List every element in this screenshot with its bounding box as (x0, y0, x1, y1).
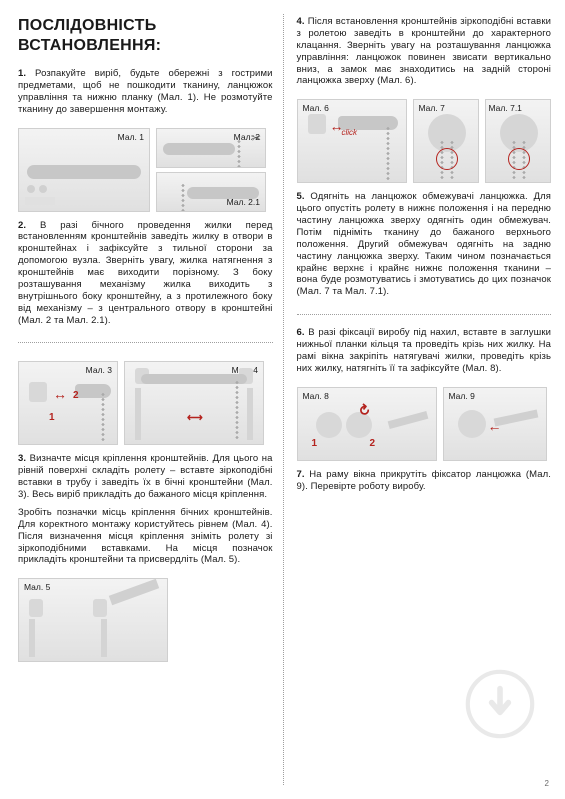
page-title: ПОСЛІДОВНІСТЬ ВСТАНОВЛЕННЯ: (18, 16, 273, 56)
step-6-text: 6. В разі фіксації виробу під нахил, вст… (297, 327, 552, 375)
figure-2: Мал. 2 ✂ (156, 128, 266, 168)
figure-2-1: Мал. 2.1 (156, 172, 266, 212)
fig-row-1: Мал. 1 Мал. 2 ✂ Мал. 2.1 (18, 128, 273, 212)
fig-label: Мал. 7 (419, 103, 445, 114)
figure-5: Мал. 5 (18, 578, 168, 662)
fig-label: Мал. 9 (449, 391, 475, 402)
step-5-text: 5. Одягніть на ланцюжок обмежувачі ланцю… (297, 191, 552, 298)
step-1-text: 1. Розпакуйте виріб, будьте обережні з г… (18, 68, 273, 116)
figure-6: Мал. 6 click ↔ (297, 99, 407, 183)
step-3a-text: 3. Визначте місця кріплення кронштейнів.… (18, 453, 273, 501)
fig-label: Мал. 6 (303, 103, 329, 114)
fig-label: Мал. 1 (118, 132, 144, 143)
horizontal-divider (18, 342, 273, 343)
figure-9: Мал. 9 ← (443, 387, 547, 461)
fig-row-2: Мал. 3 ↔ 1 2 Мал. 4 ⟷ (18, 361, 273, 445)
page-number: 2 (545, 779, 549, 789)
figure-4: Мал. 4 ⟷ (124, 361, 264, 445)
fig-label: Мал. 8 (303, 391, 329, 402)
fig-label: Мал. 3 (86, 365, 112, 376)
left-column: ПОСЛІДОВНІСТЬ ВСТАНОВЛЕННЯ: 1. Розпакуйт… (18, 16, 285, 785)
horizontal-divider (297, 314, 552, 315)
step-4-text: 4. Після встановлення кронштейнів зіркоп… (297, 16, 552, 87)
figure-3: Мал. 3 ↔ 1 2 (18, 361, 118, 445)
click-annotation: click (342, 128, 358, 138)
figure-7: Мал. 7 (413, 99, 479, 183)
fig-row-4: Мал. 6 click ↔ Мал. 7 Мал. 7.1 (297, 99, 552, 183)
instruction-page: ПОСЛІДОВНІСТЬ ВСТАНОВЛЕННЯ: 1. Розпакуйт… (0, 0, 565, 799)
watermark-icon (465, 669, 535, 739)
step-7-text: 7. На раму вікна прикрутіть фіксатор лан… (297, 469, 552, 493)
fig-label: Мал. 5 (24, 582, 50, 593)
fig-label: Мал. 7.1 (489, 103, 522, 114)
fig-row-5: Мал. 8 ↻ 1 2 Мал. 9 ← (297, 387, 552, 461)
step-2-text: 2. В разі бічного проведення жилки перед… (18, 220, 273, 327)
figure-7-1: Мал. 7.1 (485, 99, 551, 183)
fig-row-3: Мал. 5 (18, 578, 273, 662)
step-3b-text: Зробіть позначки місць кріплення бічних … (18, 507, 273, 566)
figure-8: Мал. 8 ↻ 1 2 (297, 387, 437, 461)
figure-1: Мал. 1 (18, 128, 150, 212)
